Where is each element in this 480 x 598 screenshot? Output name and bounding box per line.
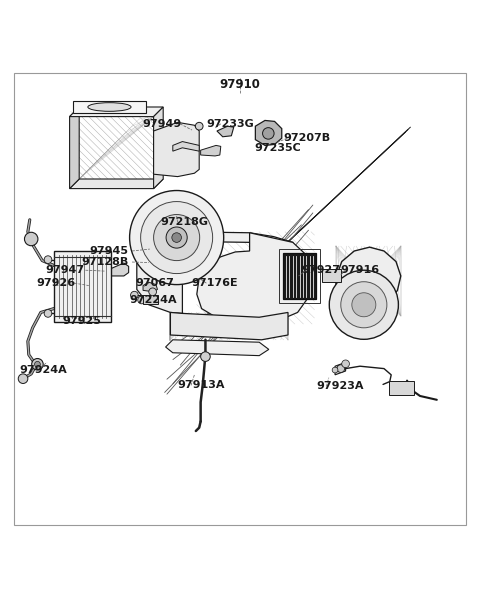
Bar (283, 254, 316, 299)
Text: 97218G: 97218G (161, 217, 209, 227)
Bar (322, 269, 341, 282)
Circle shape (352, 293, 376, 317)
Circle shape (263, 127, 274, 139)
Circle shape (154, 215, 200, 261)
Polygon shape (255, 120, 282, 145)
Circle shape (35, 361, 40, 367)
Text: 97916: 97916 (341, 265, 380, 275)
Circle shape (141, 202, 213, 273)
Text: 97067: 97067 (135, 278, 174, 288)
Polygon shape (70, 179, 163, 188)
Polygon shape (336, 247, 401, 315)
Circle shape (329, 270, 398, 339)
Polygon shape (173, 142, 199, 151)
Bar (54, 251, 111, 322)
Polygon shape (166, 340, 269, 356)
Polygon shape (154, 107, 163, 188)
Bar (389, 380, 414, 395)
Polygon shape (217, 126, 234, 137)
Polygon shape (197, 233, 312, 324)
Text: 97233G: 97233G (206, 119, 254, 129)
Polygon shape (137, 227, 182, 313)
Bar (143, 295, 158, 304)
Circle shape (195, 123, 203, 130)
Polygon shape (163, 227, 293, 251)
Circle shape (172, 233, 181, 242)
Circle shape (44, 310, 52, 318)
Polygon shape (73, 101, 146, 113)
Circle shape (44, 256, 52, 264)
Circle shape (149, 288, 156, 295)
Polygon shape (335, 362, 346, 375)
Circle shape (166, 227, 187, 248)
Polygon shape (201, 145, 221, 156)
Circle shape (138, 296, 145, 304)
Text: 97913A: 97913A (178, 380, 225, 390)
Circle shape (337, 365, 345, 373)
Text: 97945: 97945 (90, 246, 129, 256)
Text: 97923A: 97923A (317, 382, 364, 391)
Text: 97910: 97910 (219, 78, 261, 91)
Text: 97927: 97927 (301, 265, 340, 275)
Circle shape (18, 374, 28, 383)
Text: 97925: 97925 (62, 316, 101, 325)
Circle shape (332, 367, 338, 373)
Circle shape (24, 232, 38, 246)
Circle shape (131, 291, 138, 299)
Polygon shape (109, 263, 129, 276)
Ellipse shape (88, 103, 131, 111)
Text: 97176E: 97176E (191, 278, 238, 288)
Polygon shape (154, 123, 199, 176)
Text: 97207B: 97207B (283, 133, 330, 143)
Polygon shape (163, 194, 199, 208)
Circle shape (342, 360, 349, 368)
Text: 97949: 97949 (142, 119, 181, 129)
Circle shape (341, 282, 387, 328)
Polygon shape (70, 107, 163, 117)
Circle shape (201, 352, 210, 361)
Text: 97235C: 97235C (254, 143, 301, 153)
Text: 97924A: 97924A (19, 365, 67, 375)
Circle shape (130, 191, 224, 285)
Text: 97224A: 97224A (130, 295, 177, 305)
Polygon shape (170, 312, 288, 340)
Text: 97926: 97926 (36, 278, 76, 288)
Polygon shape (70, 107, 79, 188)
Polygon shape (143, 282, 157, 292)
Text: 97947: 97947 (45, 265, 84, 275)
Circle shape (32, 359, 43, 370)
Text: 97128B: 97128B (82, 257, 129, 267)
